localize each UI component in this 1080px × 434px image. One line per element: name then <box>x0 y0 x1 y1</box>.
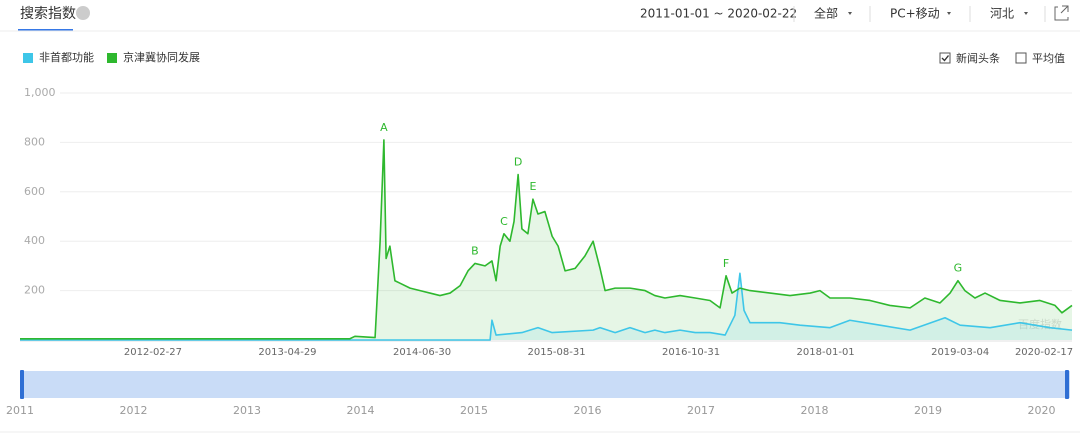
navigator-handle[interactable] <box>1065 370 1069 399</box>
x-tick-label: 2020-02-17 <box>1015 347 1073 358</box>
plot: 1,000 800 600 400 200 2012-02-27 2013-04-29 201… <box>20 86 1073 358</box>
legend-label[interactable]: 非首都功能 <box>39 50 94 64</box>
filter-dropdown[interactable]: 河北 <box>990 7 1014 21</box>
series-line <box>20 272 1073 341</box>
share-icon[interactable] <box>1054 5 1069 21</box>
series-area <box>20 139 1072 340</box>
year-label: 2013 <box>233 404 261 417</box>
filter-dropdown[interactable]: PC+移动 <box>890 7 940 21</box>
year-label: 2018 <box>801 404 829 417</box>
checkbox-label: 新闻头条 <box>956 51 1000 65</box>
year-label: 2011 <box>6 404 34 417</box>
x-tick-label: 2012-02-27 <box>124 347 182 358</box>
x-tick-label: 2019-03-04 <box>931 347 989 358</box>
date-range[interactable]: 2011-01-01 ~ 2020-02-22 <box>640 7 797 21</box>
series-area <box>20 273 1072 340</box>
checkbox[interactable] <box>1015 52 1027 64</box>
navigator-years: 2011 2012 2013 2014 2015 2016 2017 2018 2019 2020 <box>6 404 1056 417</box>
year-label: 2019 <box>914 404 942 417</box>
checkbox-label: 平均值 <box>1032 52 1065 65</box>
legend: 非首都功能 京津冀协同发展 <box>23 50 200 64</box>
filter-dropdown[interactable]: 全部 <box>814 6 838 21</box>
annotation: B <box>471 244 479 257</box>
page-title: 搜索指数 <box>20 5 76 22</box>
annotation: C <box>500 215 508 228</box>
y-tick-label: 200 <box>24 284 45 297</box>
navigator-handle[interactable] <box>20 370 24 399</box>
annotation: A <box>380 121 388 134</box>
year-label: 2015 <box>460 404 488 417</box>
year-label: 2016 <box>574 404 602 417</box>
x-tick-label: 2016-10-31 <box>662 347 720 358</box>
navigator-range[interactable] <box>20 371 1070 398</box>
checkbox[interactable] <box>939 52 951 64</box>
title-underline <box>18 29 73 31</box>
check-mark <box>941 55 950 62</box>
legend-label[interactable]: 京津冀协同发展 <box>123 50 200 64</box>
annotation: D <box>514 156 522 169</box>
annotation: G <box>954 262 963 275</box>
annotation: E <box>529 180 536 193</box>
y-tick-label: 400 <box>24 234 45 247</box>
series-line <box>20 139 1073 340</box>
x-tick-label: 2015-08-31 <box>527 347 585 358</box>
y-tick-label: 800 <box>24 135 45 148</box>
y-tick-label: 1,000 <box>24 86 56 99</box>
x-tick-label: 2013-04-29 <box>258 347 316 358</box>
year-label: 2017 <box>687 404 715 417</box>
dropdown-arrow <box>848 12 852 15</box>
help-icon[interactable] <box>76 6 90 20</box>
year-label: 2012 <box>120 404 148 417</box>
x-tick-label: 2014-06-30 <box>393 347 451 358</box>
annotation: F <box>723 257 729 270</box>
y-tick-label: 600 <box>24 185 45 198</box>
x-tick-label: 2018-01-01 <box>797 347 855 358</box>
legend-swatch[interactable] <box>107 53 117 63</box>
dropdown-arrow <box>947 12 951 15</box>
year-label: 2014 <box>347 404 375 417</box>
year-label: 2020 <box>1028 404 1056 417</box>
options: 新闻头条 平均值 <box>939 51 1065 65</box>
legend-swatch[interactable] <box>23 53 33 63</box>
dropdown-arrow <box>1024 12 1028 15</box>
